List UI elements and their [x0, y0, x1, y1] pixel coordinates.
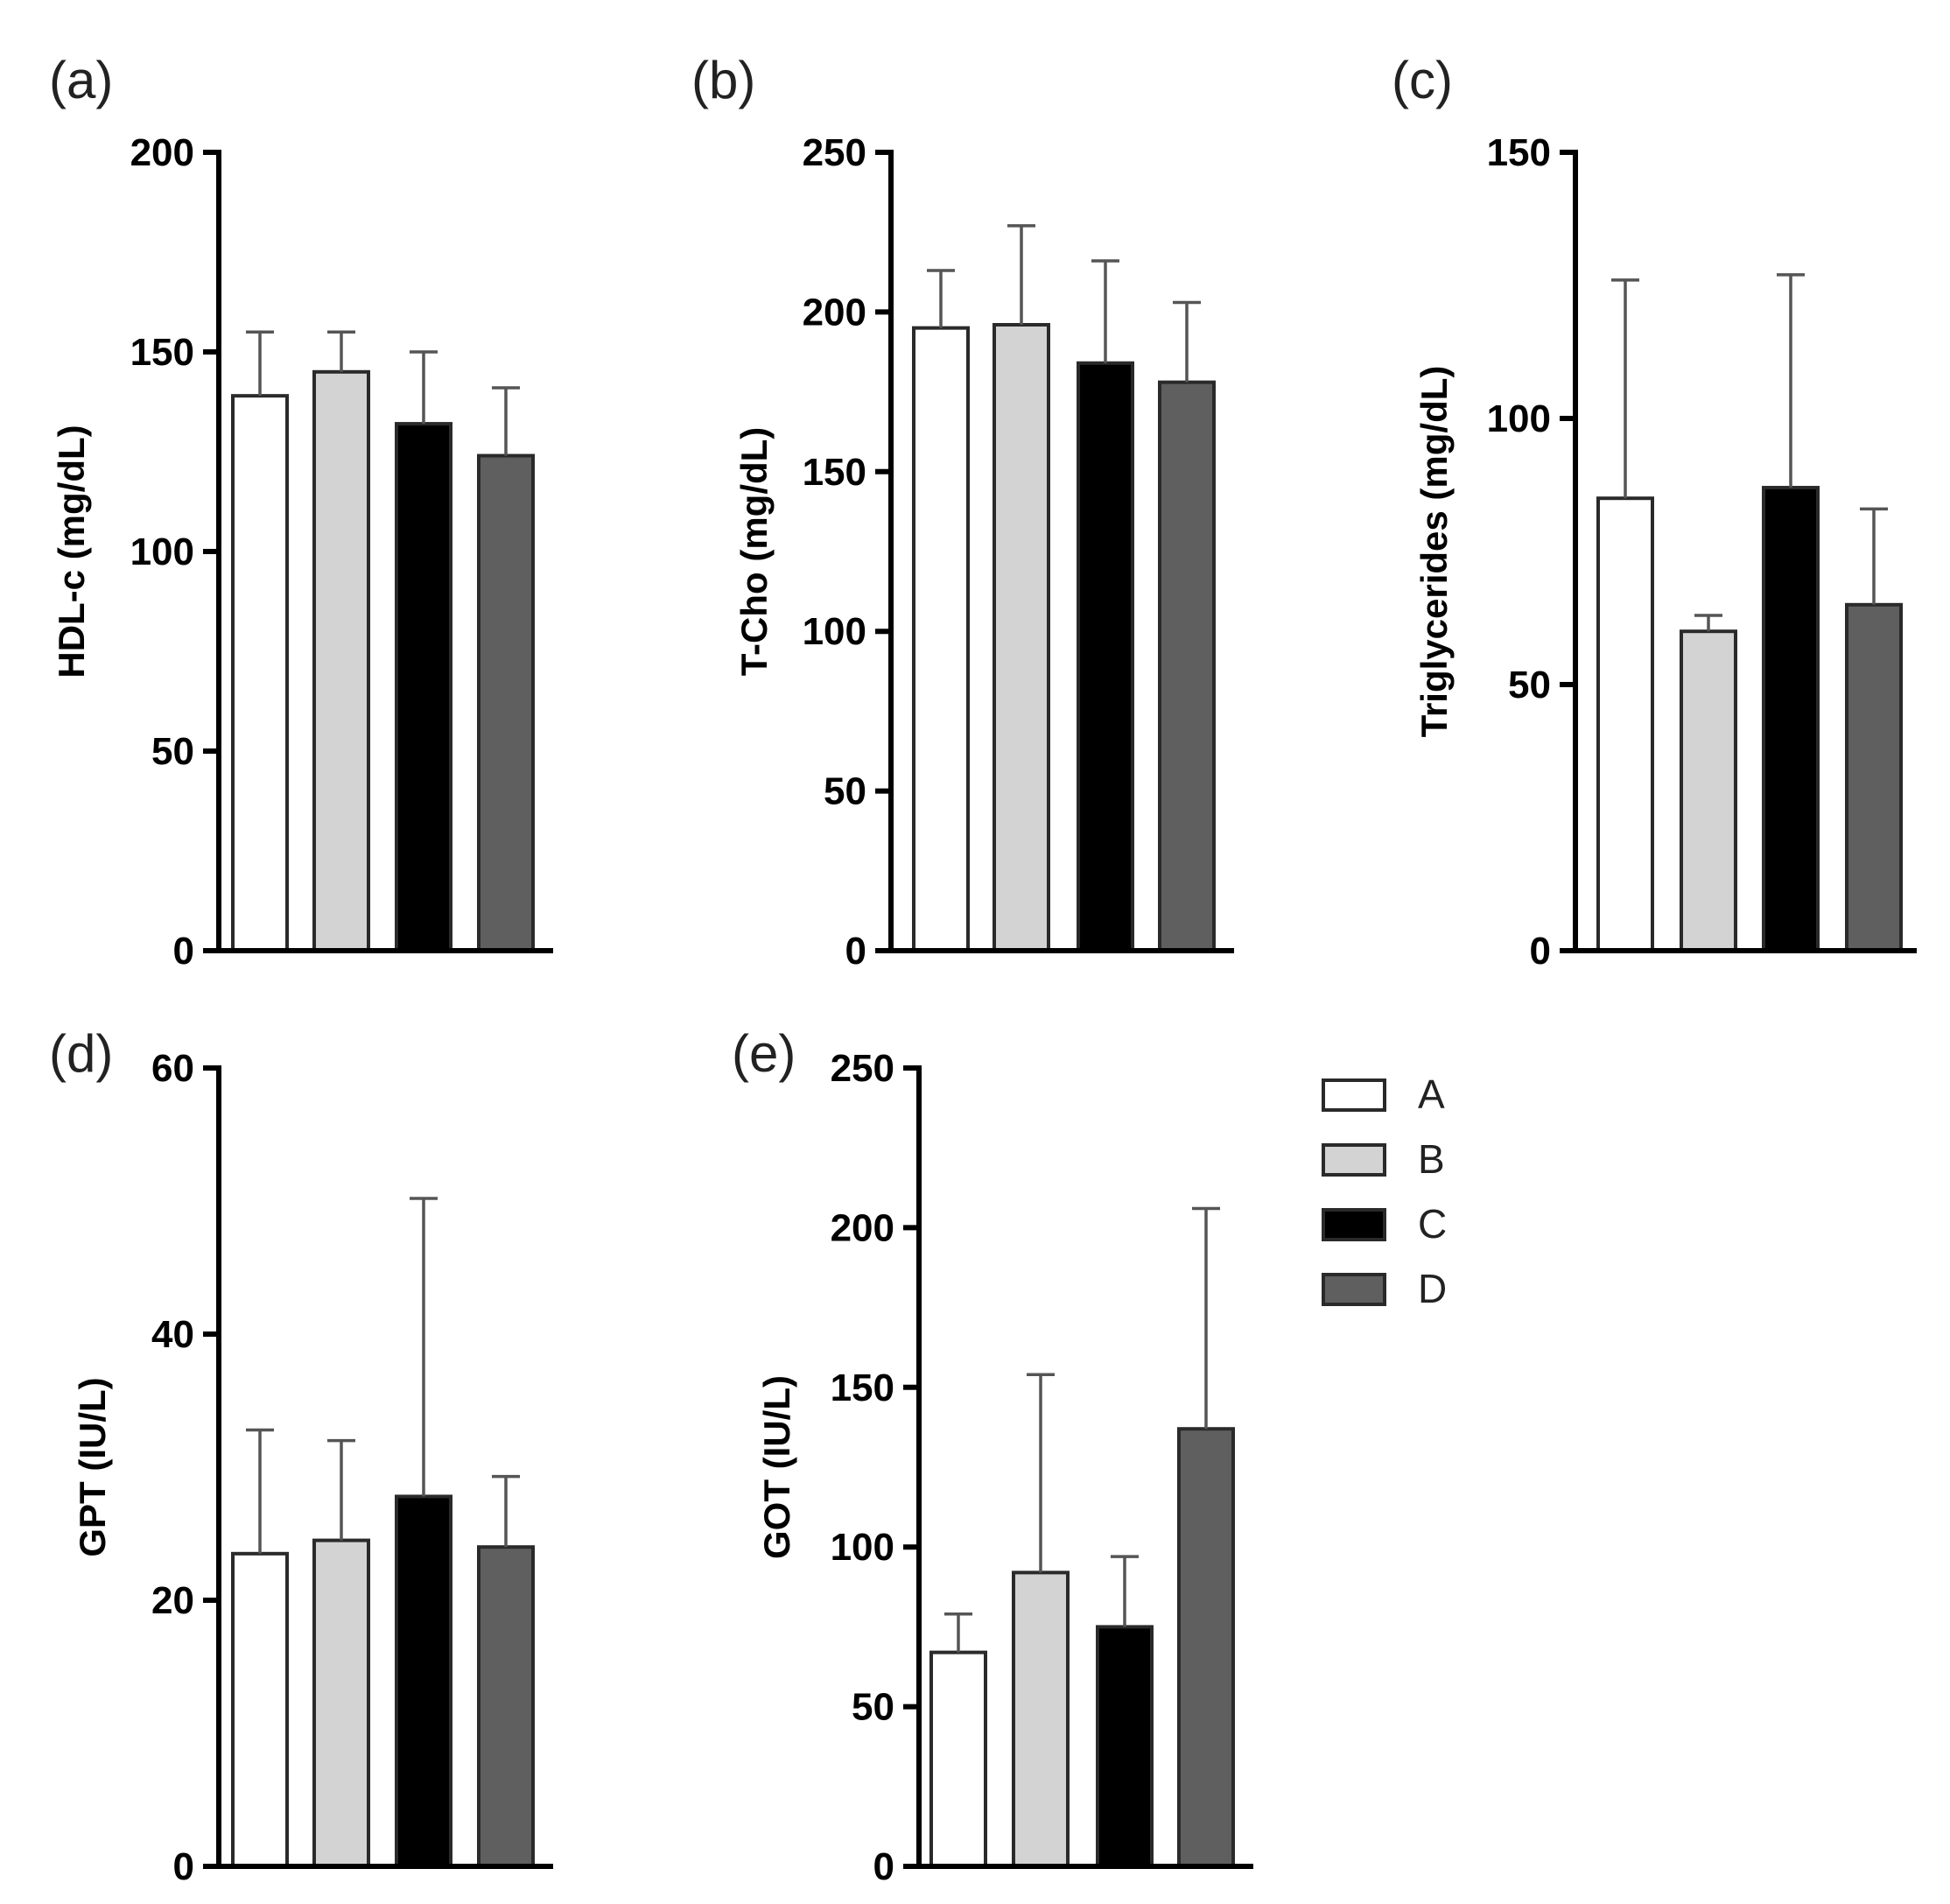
panel-letter: (b): [691, 51, 755, 109]
legend-swatch-b: [1322, 1143, 1386, 1177]
bar-a: [1596, 496, 1654, 952]
legend-swatch-d: [1322, 1273, 1386, 1306]
y-tick-label: 40: [151, 1313, 194, 1356]
y-tick-label: 50: [852, 1686, 894, 1729]
y-tick-label: 150: [130, 331, 194, 374]
bar-c: [1077, 361, 1134, 952]
y-tick-label: 200: [130, 131, 194, 174]
bar-d: [1177, 1427, 1235, 1868]
bar-b: [993, 322, 1050, 952]
legend-swatch-c: [1322, 1208, 1386, 1241]
y-tick-label: 100: [803, 610, 866, 653]
bar-a: [231, 1551, 289, 1869]
panel-e: (e) GOT (IU/L) 0 50 100 150 200 250: [732, 1024, 1253, 1888]
panel-letter: (d): [49, 1024, 113, 1083]
bar-c: [1096, 1625, 1154, 1869]
bar-b: [1680, 629, 1737, 952]
legend-label-c: C: [1418, 1201, 1447, 1247]
y-axis-label: Triglycerides (mg/dL): [1413, 366, 1455, 738]
bar-b: [1012, 1570, 1070, 1869]
bar-a: [912, 326, 970, 952]
y-tick-label: 250: [831, 1047, 894, 1090]
bar-c: [1762, 486, 1820, 952]
y-tick-label: 60: [151, 1047, 194, 1090]
legend-label-d: D: [1418, 1266, 1447, 1311]
bar-a: [231, 394, 289, 953]
panel-letter: (e): [732, 1024, 796, 1083]
y-tick-label: 150: [1487, 131, 1551, 174]
panel-d: (d) GPT (IU/L) 0 20 40 60: [49, 1024, 553, 1888]
panel-letter: (a): [49, 51, 113, 109]
y-axis-label: HDL-c (mg/dL): [51, 425, 92, 678]
panel-c: (c) Triglycerides (mg/dL) 0 50 100 150: [1392, 51, 1917, 973]
legend-swatch-a: [1322, 1078, 1386, 1112]
bar-b: [312, 369, 370, 952]
y-axis-label: GOT (IU/L): [756, 1375, 797, 1559]
y-tick-label: 0: [1530, 930, 1551, 973]
bar-d: [1158, 380, 1216, 952]
bar-d: [477, 453, 535, 952]
y-tick-label: 200: [831, 1206, 894, 1249]
bar-c: [395, 422, 452, 952]
bar-d: [1845, 602, 1903, 952]
y-tick-label: 0: [873, 1845, 894, 1888]
y-tick-label: 0: [173, 930, 194, 973]
panel-letter: (c): [1392, 51, 1453, 109]
y-tick-label: 150: [831, 1367, 894, 1409]
panel-b: (b) T-Cho (mg/dL) 0 50 100 150 200 250: [691, 51, 1234, 973]
y-tick-label: 50: [151, 730, 194, 773]
bar-c: [395, 1494, 452, 1868]
y-tick-label: 100: [1487, 397, 1551, 440]
bar-b: [312, 1538, 370, 1868]
y-tick-label: 0: [845, 930, 866, 973]
y-tick-label: 20: [151, 1579, 194, 1622]
y-tick-label: 250: [803, 131, 866, 174]
y-tick-label: 50: [824, 770, 866, 813]
legend-label-a: A: [1418, 1071, 1445, 1117]
bar-a: [929, 1650, 987, 1868]
y-tick-label: 100: [130, 530, 194, 573]
y-tick-label: 100: [831, 1526, 894, 1569]
y-tick-label: 50: [1508, 664, 1551, 706]
panel-a: (a) HDL-c (mg/dL) 0 50 100 150 200: [49, 51, 553, 973]
y-tick-label: 150: [803, 451, 866, 494]
y-axis-label: T-Cho (mg/dL): [733, 427, 775, 677]
y-axis-label: GPT (IU/L): [72, 1377, 113, 1556]
bar-d: [477, 1545, 535, 1868]
y-tick-label: 0: [173, 1845, 194, 1888]
y-tick-label: 200: [803, 291, 866, 334]
legend-label-b: B: [1418, 1136, 1445, 1182]
